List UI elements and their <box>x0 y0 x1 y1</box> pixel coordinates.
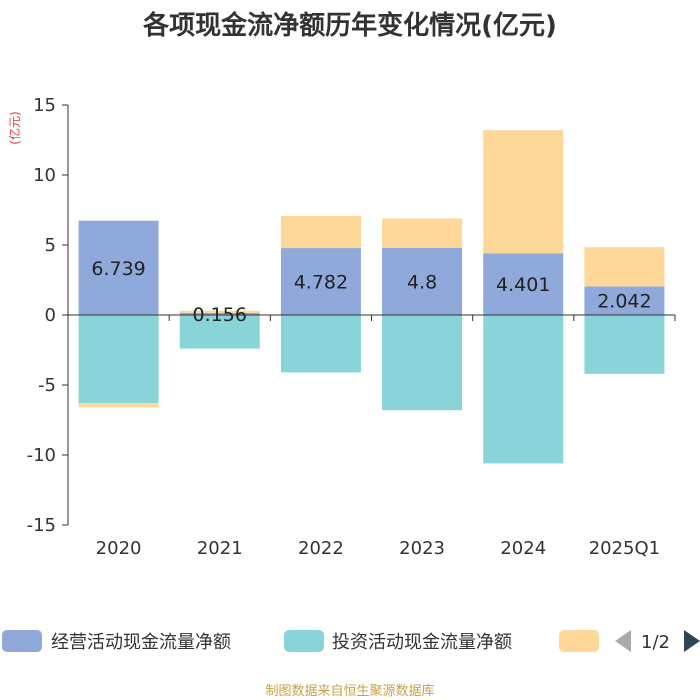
bar-financing-2023[interactable] <box>382 218 463 248</box>
bar-financing-2024[interactable] <box>483 130 564 254</box>
bar-operating-2020[interactable] <box>78 220 159 315</box>
x-tick-label-2021: 2021 <box>197 538 243 559</box>
data-label-2024: 4.401 <box>496 274 550 296</box>
axes-group: 15 10 5 0 -5 -10 -15 2020 2021 2022 2023 2024 2025Q1 <box>27 95 676 559</box>
bar-financing-2025Q1[interactable] <box>584 247 665 287</box>
bar-financing-2021[interactable] <box>179 310 260 313</box>
bar-investing-2022[interactable] <box>280 315 361 373</box>
x-tick-label-2022: 2022 <box>298 538 344 559</box>
data-label-2022: 4.782 <box>294 272 348 294</box>
bar-investing-2023[interactable] <box>382 315 463 411</box>
bar-operating-2025Q1[interactable] <box>584 286 665 315</box>
legend-swatch-operating[interactable] <box>2 630 42 652</box>
data-labels-group: 6.739 0.156 4.782 4.8 4.401 2.042 <box>91 258 651 326</box>
y-tick-label--10: -10 <box>27 445 56 466</box>
legend-page-indicator: 1/2 <box>641 632 670 653</box>
legend-prev-page-icon[interactable] <box>615 630 631 652</box>
data-label-2021: 0.156 <box>193 304 247 326</box>
x-tick-label-2023: 2023 <box>399 538 445 559</box>
bar-investing-2025Q1[interactable] <box>584 315 665 374</box>
data-label-2023: 4.8 <box>407 271 437 293</box>
y-tick-label--5: -5 <box>38 375 56 396</box>
bars-group <box>78 130 665 464</box>
legend-swatch-investing[interactable] <box>284 630 324 652</box>
x-tick-label-2025Q1: 2025Q1 <box>589 538 660 559</box>
legend-next-page-icon[interactable] <box>684 630 700 652</box>
y-tick-label-15: 15 <box>33 95 56 116</box>
bar-investing-2024[interactable] <box>483 315 564 464</box>
y-tick-label-0: 0 <box>45 305 56 326</box>
legend-label-investing[interactable]: 投资活动现金流量净额 <box>332 632 512 653</box>
legend: 经营活动现金流量净额 投资活动现金流量净额 1/2 <box>2 630 700 653</box>
y-tick-label-5: 5 <box>45 235 56 256</box>
data-label-2025Q1: 2.042 <box>597 291 651 313</box>
legend-label-operating[interactable]: 经营活动现金流量净额 <box>51 632 231 653</box>
bar-investing-2020[interactable] <box>78 315 159 404</box>
source-note: 制图数据来自恒生聚源数据库 <box>265 683 434 699</box>
bar-operating-2021[interactable] <box>179 312 260 315</box>
y-axis-unit-label: (亿元) <box>7 111 22 144</box>
y-tick-label--15: -15 <box>27 515 56 536</box>
y-tick-label-10: 10 <box>33 165 56 186</box>
bar-operating-2023[interactable] <box>382 247 463 315</box>
legend-swatch-financing[interactable] <box>559 630 599 652</box>
bar-operating-2022[interactable] <box>280 248 361 315</box>
bar-financing-2020[interactable] <box>78 403 159 408</box>
x-tick-label-2020: 2020 <box>96 538 142 559</box>
bar-investing-2021[interactable] <box>179 315 260 349</box>
x-tick-label-2024: 2024 <box>500 538 546 559</box>
chart-title: 各项现金流净额历年变化情况(亿元) <box>142 10 557 41</box>
bar-financing-2022[interactable] <box>280 215 361 249</box>
data-label-2020: 6.739 <box>91 258 145 280</box>
bar-operating-2024[interactable] <box>483 253 564 315</box>
